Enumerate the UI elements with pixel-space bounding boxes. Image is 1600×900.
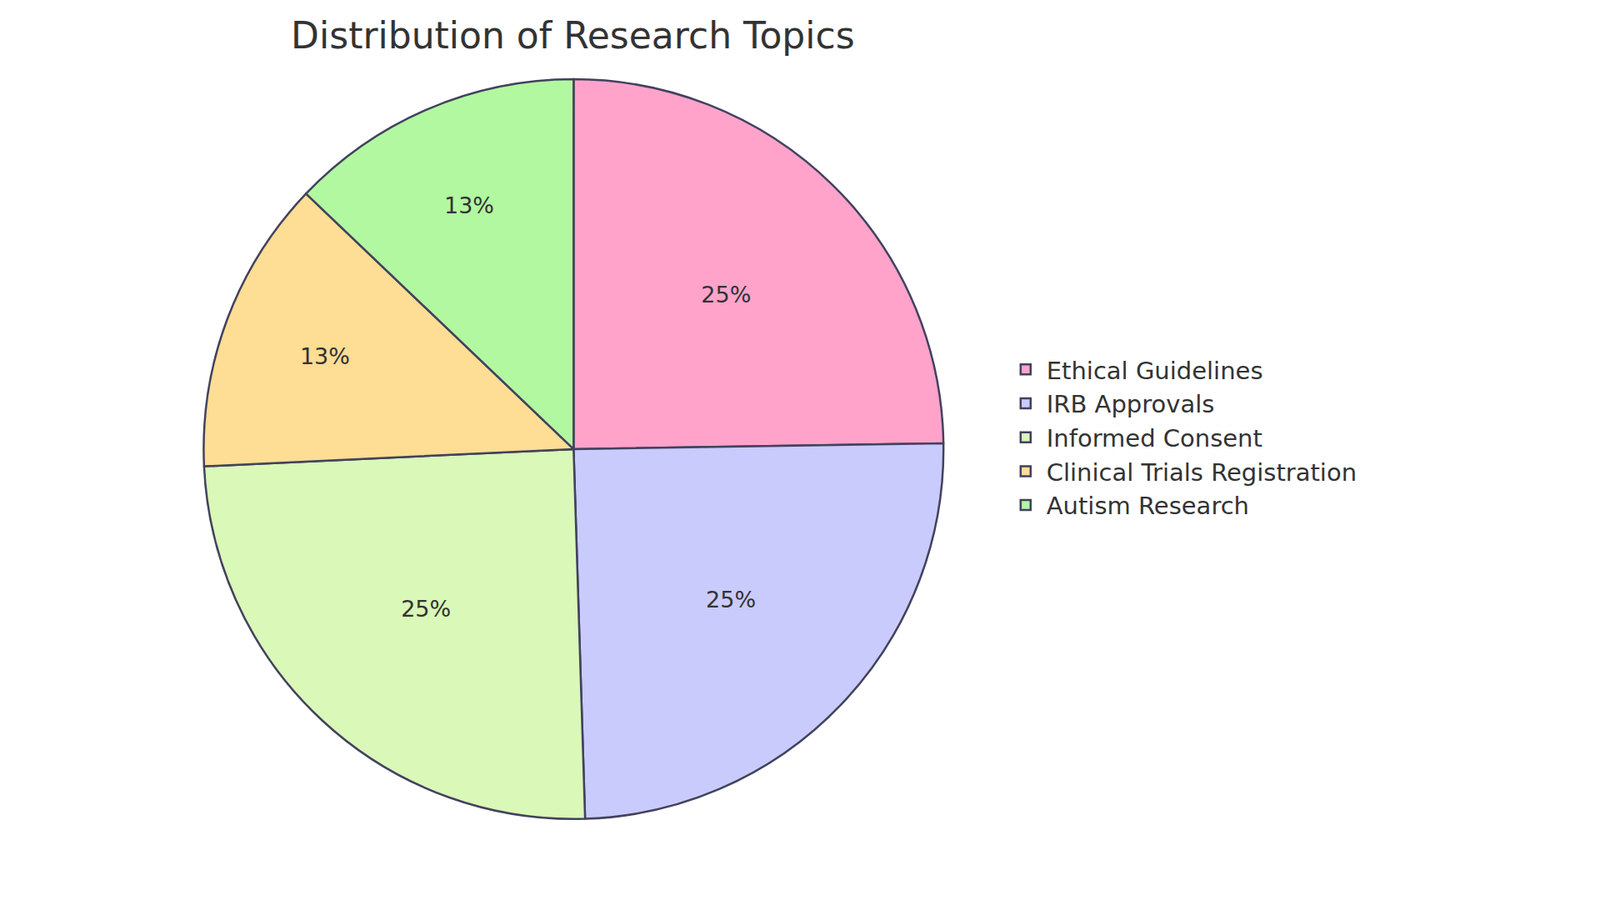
svg-text:Distribution of Research Topic: Distribution of Research Topics (290, 14, 855, 57)
svg-text:13%: 13% (300, 343, 350, 370)
svg-text:25%: 25% (700, 281, 751, 308)
svg-text:Ethical Guidelines: Ethical Guidelines (1046, 356, 1264, 385)
svg-text:25%: 25% (400, 595, 451, 622)
svg-text:Autism Research: Autism Research (1046, 491, 1250, 520)
svg-text:Clinical Trials Registration: Clinical Trials Registration (1046, 458, 1357, 487)
svg-text:25%: 25% (705, 586, 756, 613)
svg-text:IRB Approvals: IRB Approvals (1046, 390, 1215, 419)
svg-text:13%: 13% (444, 192, 495, 219)
svg-text:Informed Consent: Informed Consent (1046, 424, 1263, 453)
